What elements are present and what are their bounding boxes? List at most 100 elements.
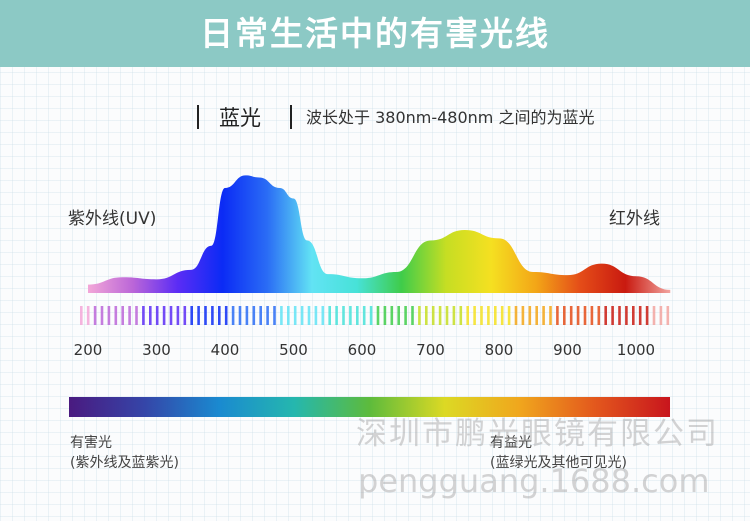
spectrum-stripe xyxy=(542,306,545,325)
spectrum-stripe xyxy=(259,306,262,325)
spectrum-stripe xyxy=(507,306,511,325)
spectrum-stripe xyxy=(356,306,359,325)
spectrum-stripe xyxy=(100,306,104,325)
wavelength-axis: 200 300 400 500 600 700 800 900 1000 xyxy=(74,341,655,359)
harmful-beneficial-bar xyxy=(69,397,670,417)
spectrum-stripe xyxy=(107,306,111,325)
wavelength-tick-label: 900 xyxy=(553,341,582,359)
spectrum-stripe xyxy=(563,306,566,325)
spectrum-stripe xyxy=(266,306,269,325)
spectrum-stripe xyxy=(549,306,552,325)
spectrum-stripe xyxy=(307,306,311,325)
spectrum-stripe xyxy=(666,306,670,325)
spectrum-stripe xyxy=(149,306,152,325)
spectrum-stripe xyxy=(487,306,490,325)
spectrum-stripe xyxy=(659,306,663,325)
spectrum-stripe xyxy=(293,306,297,325)
spectrum-stripe xyxy=(521,306,525,325)
spectrum-stripe xyxy=(314,306,318,325)
spectrum-stripe xyxy=(556,306,559,325)
wavelength-tick-label: 700 xyxy=(416,341,445,359)
spectrum-stripe xyxy=(204,306,207,325)
subtitle-name: 蓝光 xyxy=(219,106,261,130)
spectrum-stripe xyxy=(86,306,90,325)
spectrum-stripe xyxy=(183,306,187,325)
spectrum-stripe xyxy=(362,306,366,325)
spectrum-stripe xyxy=(425,306,428,325)
spectrum-stripe xyxy=(480,306,483,325)
spectrum-stripe xyxy=(494,306,497,325)
spectrum-stripe xyxy=(625,306,628,325)
title-banner: 日常生活中的有害光线 xyxy=(0,0,750,67)
spectrum-stripe xyxy=(404,306,407,325)
spectrum-stripe xyxy=(169,306,173,325)
wavelength-tick-label: 500 xyxy=(279,341,308,359)
spectrum-stripe xyxy=(335,306,338,325)
spectrum-stripe xyxy=(121,306,124,325)
spectrum-stripe xyxy=(473,306,476,325)
spectrum-stripe xyxy=(569,306,573,325)
legend-harmful-title: 有害光 xyxy=(70,435,112,451)
spectrum-stripe xyxy=(528,306,532,325)
spectrum-stripe xyxy=(342,306,345,325)
legend-harmful-note: (紫外线及蓝紫光) xyxy=(70,455,179,471)
spectrum-stripes xyxy=(80,306,670,325)
spectrum-stripe xyxy=(611,306,614,325)
spectrum-stripe xyxy=(93,306,97,325)
spectrum-stripe xyxy=(273,306,276,325)
wavelength-tick-label: 1000 xyxy=(617,341,655,359)
subtitle-divider-left xyxy=(197,105,199,129)
spectrum-stripe xyxy=(390,306,394,325)
spectrum-curve xyxy=(88,175,671,293)
wavelength-tick-label: 200 xyxy=(74,341,103,359)
spectrum-stripe xyxy=(197,306,200,325)
spectrum-stripe xyxy=(300,306,304,325)
wavelength-tick-label: 400 xyxy=(211,341,240,359)
spectrum-stripe xyxy=(500,306,504,325)
spectrum-stripe xyxy=(597,306,601,325)
spectrum-stripe xyxy=(418,306,421,325)
spectrum-stripe xyxy=(238,306,242,325)
spectrum-stripe xyxy=(162,306,166,325)
spectrum-stripe xyxy=(431,306,435,325)
spectrum-stripe xyxy=(280,306,283,325)
spectrum-stripe xyxy=(604,306,607,325)
legend-beneficial-note: (蓝绿光及其他可见光) xyxy=(490,455,627,471)
page-title: 日常生活中的有害光线 xyxy=(200,14,550,53)
spectrum-stripe xyxy=(321,306,325,325)
spectrum-stripe xyxy=(142,306,145,325)
spectrum-stripe xyxy=(535,306,538,325)
spectrum-stripe xyxy=(459,306,463,325)
wavelength-tick-label: 800 xyxy=(485,341,514,359)
spectrum-stripe xyxy=(252,306,256,325)
spectrum-stripe xyxy=(466,306,469,325)
spectrum-stripe xyxy=(583,306,587,325)
spectrum-stripe xyxy=(349,306,352,325)
spectrum-stripe xyxy=(80,306,83,325)
wavelength-tick-label: 600 xyxy=(348,341,377,359)
spectrum-stripe xyxy=(190,306,193,325)
spectrum-stripe xyxy=(287,306,290,325)
spectrum-stripe xyxy=(514,306,518,325)
spectrum-stripe xyxy=(411,306,414,325)
spectrum-stripe xyxy=(397,306,400,325)
spectrum-stripe xyxy=(383,306,387,325)
spectrum-stripe xyxy=(135,306,138,325)
spectrum-stripe xyxy=(618,306,621,325)
legend-beneficial-title: 有益光 xyxy=(490,435,532,451)
watermark-url: pengguang.1688.com xyxy=(358,462,710,500)
spectrum-stripe xyxy=(128,306,131,325)
spectrum-stripe xyxy=(638,306,642,325)
uv-label: 紫外线(UV) xyxy=(68,209,157,229)
spectrum-stripe xyxy=(452,306,456,325)
spectrum-stripe xyxy=(445,306,449,325)
spectrum-stripe xyxy=(211,306,214,325)
ir-label: 红外线 xyxy=(609,209,660,229)
spectrum-stripe xyxy=(114,306,118,325)
spectrum-stripe xyxy=(438,306,442,325)
spectrum-stripe xyxy=(176,306,180,325)
spectrum-stripe xyxy=(576,306,580,325)
subtitle-divider-right xyxy=(290,105,292,129)
spectrum-stripe xyxy=(645,306,649,325)
